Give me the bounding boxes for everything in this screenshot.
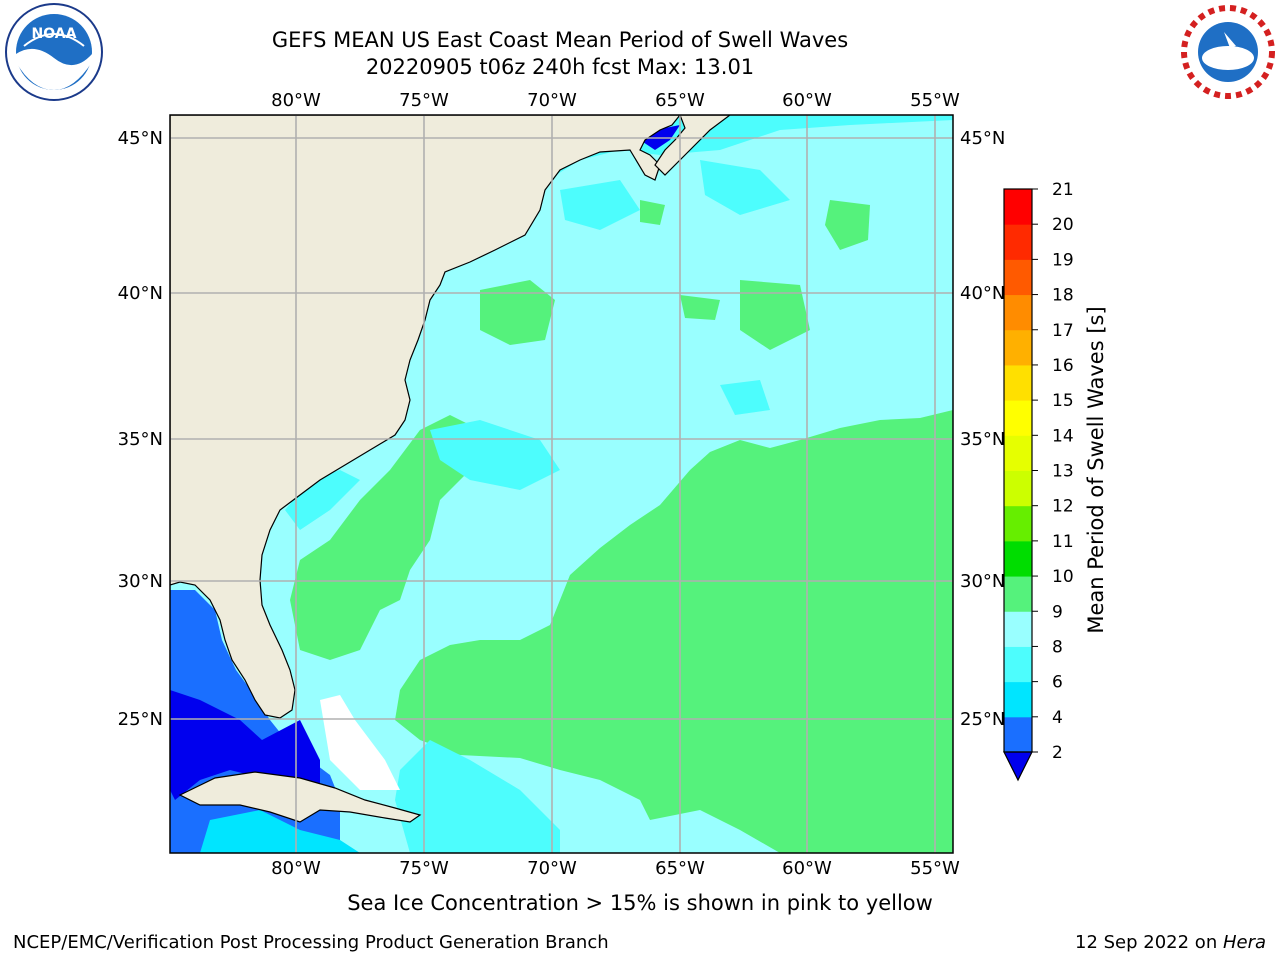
colorbar-swatch	[1004, 189, 1032, 225]
footer-credit: NCEP/EMC/Verification Post Processing Pr…	[13, 932, 609, 953]
colorbar-swatch	[1004, 435, 1032, 471]
colorbar-tick-label: 20	[1052, 215, 1074, 235]
lat-label-right: 40°N	[960, 283, 1005, 304]
lat-label-left: 45°N	[118, 128, 163, 149]
footer-machine: Hera	[1222, 932, 1266, 953]
colorbar-swatch	[1004, 611, 1032, 647]
colorbar: 2 4 6 8 9 10 11 12 13 14 15 16 17 18 19 20 21	[1003, 180, 1074, 782]
colorbar-tick-label: 14	[1052, 426, 1074, 446]
colorbar-tick-label: 6	[1052, 673, 1063, 693]
colorbar-swatch	[1004, 294, 1032, 331]
colorbar-swatch	[1004, 400, 1032, 436]
swell-6-8s-patch	[700, 160, 790, 215]
colorbar-tick-label: 8	[1052, 637, 1063, 657]
colorbar-label: Mean Period of Swell Waves [s]	[1084, 306, 1108, 634]
lon-label-bottom: 55°W	[910, 858, 960, 879]
lon-label-top: 70°W	[527, 90, 577, 111]
colorbar-swatch	[1004, 505, 1032, 542]
swell-6-8s-coastal-se	[285, 470, 360, 530]
colorbar-swatch	[1004, 364, 1032, 401]
swell-9-10s-region-west	[290, 415, 480, 660]
colorbar-tick-label: 17	[1052, 321, 1074, 341]
lon-label-top: 65°W	[655, 90, 705, 111]
lon-label-bottom: 75°W	[399, 858, 449, 879]
colorbar-tick-label: 15	[1052, 391, 1074, 411]
colorbar-under-arrow	[1003, 751, 1033, 782]
swell-6-8s-patch	[560, 180, 640, 230]
colorbar-swatch	[1004, 540, 1032, 577]
lon-label-bottom: 60°W	[782, 858, 832, 879]
lat-label-right: 45°N	[960, 128, 1005, 149]
swell-9-10s-region	[395, 410, 953, 853]
swell-4-6s-caribbean	[200, 810, 360, 853]
swell-9-10s-patch	[740, 280, 810, 350]
lat-label-right: 30°N	[960, 571, 1005, 592]
colorbar-tick-label: 21	[1052, 180, 1074, 200]
swell-9-10s-patch	[825, 200, 870, 250]
swell-6-8s-bahamas	[395, 740, 560, 853]
lon-label-top: 60°W	[782, 90, 832, 111]
lon-label-bottom: 70°W	[527, 858, 577, 879]
swell-9-10s-patch	[480, 280, 555, 345]
lat-label-left: 25°N	[118, 709, 163, 730]
lon-label-top: 80°W	[271, 90, 321, 111]
colorbar-tick-label: 19	[1052, 250, 1074, 270]
colorbar-swatch	[1004, 716, 1032, 753]
map-title: GEFS MEAN US East Coast Mean Period of S…	[271, 28, 849, 52]
lon-label-top: 75°W	[399, 90, 449, 111]
swell-6-8s-patch	[430, 420, 560, 490]
nws-logo	[1178, 2, 1278, 102]
noaa-logo: NOAA	[4, 2, 104, 102]
colorbar-tick-label: 18	[1052, 286, 1074, 306]
map-subtitle: 20220905 t06z 240h fcst Max: 13.01	[365, 55, 755, 79]
lat-label-left: 40°N	[118, 283, 163, 304]
sea-ice-note: Sea Ice Concentration > 15% is shown in …	[347, 891, 933, 915]
lat-label-left: 35°N	[118, 429, 163, 450]
lat-label-right: 35°N	[960, 429, 1005, 450]
land-north-america	[170, 115, 681, 719]
colorbar-swatch	[1004, 224, 1032, 260]
map-frame	[169, 114, 954, 854]
lon-label-top: 55°W	[910, 90, 960, 111]
swell-6-8s-patch	[720, 380, 770, 415]
graticule	[170, 115, 953, 853]
colorbar-tick-label: 2	[1052, 743, 1063, 763]
colorbar-tick-label: 16	[1052, 356, 1074, 376]
colorbar-tick-label: 11	[1052, 532, 1074, 552]
svg-text:NOAA: NOAA	[32, 26, 77, 42]
swell-9-10s-patch	[640, 200, 665, 225]
map-area	[170, 115, 953, 853]
colorbar-swatch	[1004, 329, 1032, 366]
colorbar-swatch	[1004, 681, 1032, 718]
lat-label-left: 30°N	[118, 571, 163, 592]
swell-under-2s-gulf	[170, 690, 320, 800]
colorbar-swatch	[1004, 646, 1032, 683]
lon-label-bottom: 80°W	[271, 858, 321, 879]
colorbar-tick-label: 4	[1052, 708, 1063, 728]
lat-label-right: 25°N	[960, 709, 1005, 730]
colorbar-swatch	[1004, 470, 1032, 507]
swell-9-10s-patch	[680, 295, 720, 320]
land-cuba	[178, 771, 422, 823]
colorbar-tick-label: 12	[1052, 497, 1074, 517]
colorbar-swatch	[1004, 259, 1032, 296]
lon-label-bottom: 65°W	[655, 858, 705, 879]
colorbar-swatch	[1004, 576, 1032, 612]
colorbar-tick-label: 9	[1052, 602, 1063, 622]
colorbar-tick-label: 13	[1052, 462, 1074, 482]
colorbar-tick-label: 10	[1052, 567, 1074, 587]
footer-date: 12 Sep 2022 on Hera	[1075, 932, 1266, 953]
